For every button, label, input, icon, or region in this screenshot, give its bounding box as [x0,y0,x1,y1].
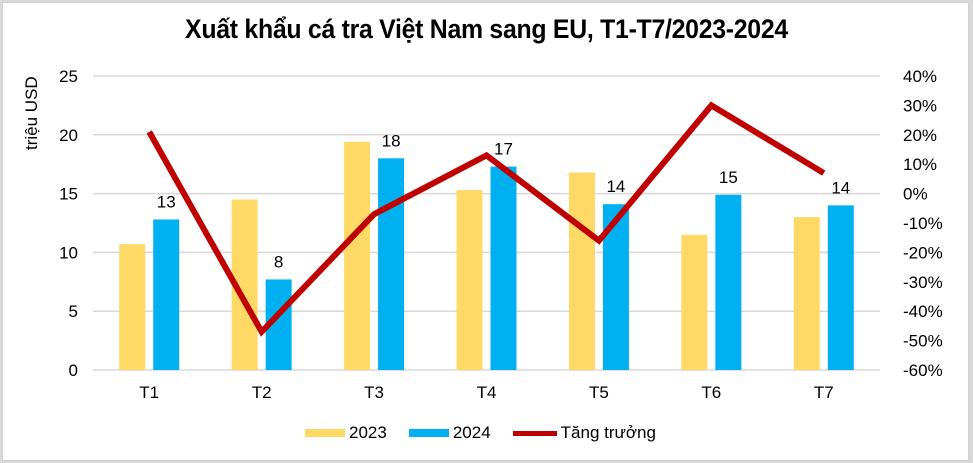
bar-2024 [827,205,854,370]
y-tick-label: 0 [69,361,78,380]
data-label-2024: 8 [274,252,283,271]
legend-label-2023: 2023 [349,423,387,442]
bar-2023 [568,172,595,370]
y2-tick-label: 20% [903,126,937,145]
y2-tick-label: 40% [903,67,937,86]
y2-tick-label: 30% [903,96,937,115]
y2-tick-label: -10% [903,214,943,233]
chart-title: Xuất khẩu cá tra Việt Nam sang EU, T1-T7… [185,14,788,44]
data-label-2024: 13 [157,192,176,211]
y-tick-label: 10 [59,243,78,262]
bar-2023 [793,217,820,370]
y-tick-label: 25 [59,67,78,86]
bar-2024 [490,166,517,370]
data-label-2024: 15 [719,168,738,187]
y2-tick-label: -20% [903,243,943,262]
x-tick-label: T1 [139,383,159,402]
bar-2023 [456,190,483,370]
legend-item-2024: 2024 [408,423,491,443]
bar-2024 [715,194,742,370]
y-tick-label: 5 [69,302,78,321]
y2-tick-label: 0% [903,185,928,204]
data-label-2024: 18 [382,131,401,150]
legend-label-growth: Tăng trưởng [560,423,656,442]
x-tick-label: T2 [252,383,272,402]
bar-2024 [153,219,180,370]
data-label-2024: 14 [606,177,625,196]
x-tick-label: T7 [814,383,834,402]
x-tick-label: T5 [589,383,609,402]
x-tick-label: T6 [701,383,721,402]
data-label-2024: 14 [831,178,850,197]
y2-tick-label: -60% [903,361,943,380]
bar-2023 [119,244,146,370]
y-tick-label: 20 [59,126,78,145]
y-tick-label: 15 [59,185,78,204]
legend: 2023 2024 Tăng trưởng [305,423,678,443]
growth-line [146,101,826,337]
data-label-2024: 17 [494,140,513,159]
legend-swatch-growth [512,430,557,436]
bar-2023 [344,141,371,370]
bar-2023 [681,234,708,370]
x-tick-label: T3 [364,383,384,402]
legend-label-2024: 2024 [452,423,491,442]
legend-swatch-2023 [305,429,345,437]
x-tick-label: T4 [477,383,497,402]
y2-tick-label: -50% [903,332,943,351]
legend-item-2023: 2023 [305,423,387,443]
y2-tick-label: -40% [903,302,943,321]
y2-tick-label: 10% [903,155,937,174]
y2-tick-label: -30% [903,273,943,292]
legend-item-growth: Tăng trưởng [512,423,656,443]
legend-swatch-2024 [408,429,449,437]
bar-2024 [378,158,405,370]
